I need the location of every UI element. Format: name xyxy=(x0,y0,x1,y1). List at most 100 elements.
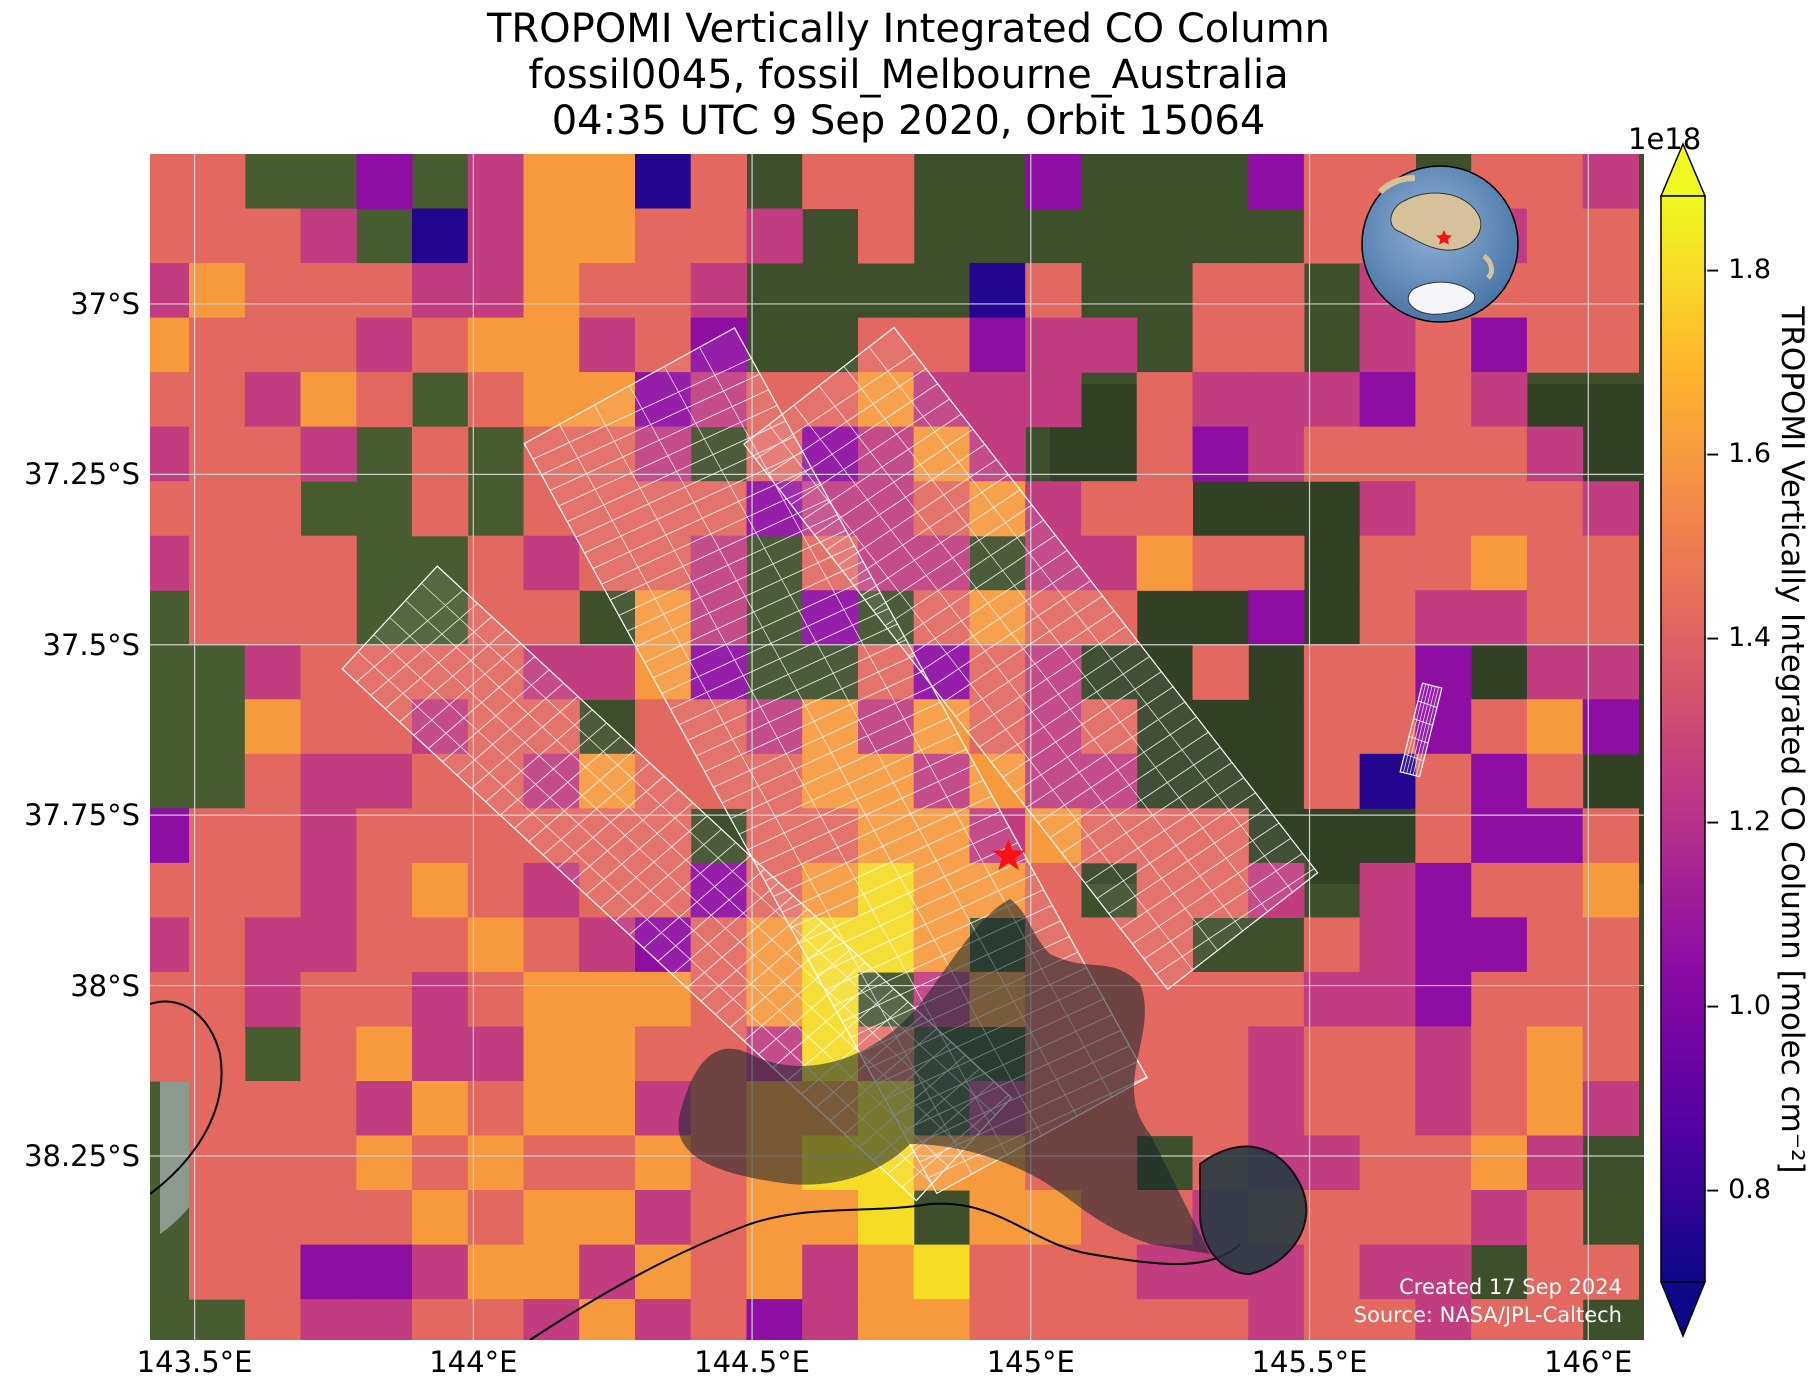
co-cell xyxy=(1415,808,1472,864)
co-cell xyxy=(1136,426,1193,482)
co-cell xyxy=(300,426,357,482)
co-cell xyxy=(1248,263,1305,319)
co-cell xyxy=(523,590,580,646)
co-cell xyxy=(1471,426,1528,482)
co-cell xyxy=(356,263,413,319)
co-cell xyxy=(189,535,246,591)
co-cell xyxy=(802,808,859,864)
co-cell xyxy=(1192,971,1249,1027)
co-cell xyxy=(300,372,357,428)
co-cell xyxy=(300,1244,357,1300)
co-cell xyxy=(1359,590,1416,646)
footprint-swath-small xyxy=(1399,682,1443,778)
co-cell xyxy=(356,1081,413,1137)
co-cell xyxy=(1192,644,1249,700)
co-cell xyxy=(1248,1026,1305,1082)
co-cell xyxy=(635,154,692,210)
co-cell xyxy=(1359,1026,1416,1082)
antarctica-landmass xyxy=(1407,281,1476,315)
co-cell xyxy=(523,1190,580,1246)
co-cell xyxy=(1526,590,1584,646)
map-panel[interactable] xyxy=(150,154,1644,1340)
co-cell xyxy=(635,263,692,319)
co-cell xyxy=(1303,1135,1361,1191)
co-cell xyxy=(150,263,190,319)
co-cell xyxy=(635,862,692,918)
co-cell xyxy=(746,1244,803,1300)
co-cell xyxy=(467,699,525,755)
co-cell xyxy=(412,644,469,700)
co-cell xyxy=(300,1190,357,1246)
co-cell xyxy=(150,917,190,973)
co-cell xyxy=(1359,426,1416,482)
co-cell xyxy=(523,1244,580,1300)
co-cell xyxy=(635,590,692,646)
co-cell xyxy=(635,1135,692,1191)
co-cell xyxy=(1471,917,1528,973)
y-tick-label: 38°S xyxy=(70,968,140,1003)
colorbar-extend-min xyxy=(1660,1281,1706,1338)
co-cell xyxy=(1303,917,1361,973)
co-cell xyxy=(635,699,692,755)
co-cell xyxy=(1303,644,1361,700)
co-cell xyxy=(1526,1135,1584,1191)
co-cell xyxy=(858,1190,915,1246)
co-cell xyxy=(635,1299,692,1340)
co-cell xyxy=(690,208,747,264)
australia-landmass xyxy=(1390,192,1482,251)
co-cell xyxy=(858,862,915,918)
co-cell xyxy=(1359,1299,1416,1340)
co-cell xyxy=(1025,263,1082,319)
co-cell xyxy=(189,590,246,646)
co-cell xyxy=(1303,1244,1361,1300)
co-cell xyxy=(1526,1244,1584,1300)
co-cell xyxy=(1359,1135,1416,1191)
co-cell xyxy=(467,1299,525,1340)
co-cell xyxy=(802,1190,859,1246)
co-cell xyxy=(150,208,190,264)
co-cell xyxy=(1081,590,1138,646)
co-cell xyxy=(1582,644,1639,700)
port-phillip-bay xyxy=(678,899,1210,1254)
co-cell xyxy=(913,372,970,428)
co-cell xyxy=(523,208,580,264)
co-cell xyxy=(690,372,747,428)
co-cell xyxy=(1081,808,1138,864)
co-cell xyxy=(1359,753,1416,809)
co-cell xyxy=(913,699,970,755)
co-cell xyxy=(579,317,636,373)
co-cell xyxy=(969,753,1026,809)
coastline xyxy=(529,1202,1241,1340)
map-canvas xyxy=(150,154,1644,1340)
co-cell xyxy=(523,862,580,918)
co-cell xyxy=(1582,699,1639,755)
co-cell xyxy=(1248,154,1305,210)
co-cell xyxy=(913,535,970,591)
co-cell xyxy=(1192,1081,1249,1137)
co-cell xyxy=(1582,317,1639,373)
co-cell xyxy=(1415,481,1472,537)
co-cell xyxy=(1471,481,1528,537)
co-cell xyxy=(802,426,859,482)
co-cell xyxy=(1582,1244,1639,1300)
co-cell xyxy=(412,481,469,537)
co-cell xyxy=(150,1026,190,1082)
co-cell xyxy=(189,862,246,918)
co-cell xyxy=(1136,1244,1193,1300)
co-cell xyxy=(412,1299,469,1340)
co-cell xyxy=(412,1135,469,1191)
co-cell xyxy=(1248,1299,1305,1340)
co-cell xyxy=(1526,263,1584,319)
x-tick-label: 146°E xyxy=(1544,1345,1633,1379)
co-cell xyxy=(467,535,525,591)
co-cell xyxy=(1415,917,1472,973)
co-cell xyxy=(1081,317,1138,373)
co-cell xyxy=(858,753,915,809)
co-cell xyxy=(746,1299,803,1340)
co-cell xyxy=(635,426,692,482)
co-cell xyxy=(1303,426,1361,482)
co-cell xyxy=(412,753,469,809)
co-cell xyxy=(1025,1244,1082,1300)
co-cell xyxy=(1582,862,1639,918)
co-cell xyxy=(579,1081,636,1137)
